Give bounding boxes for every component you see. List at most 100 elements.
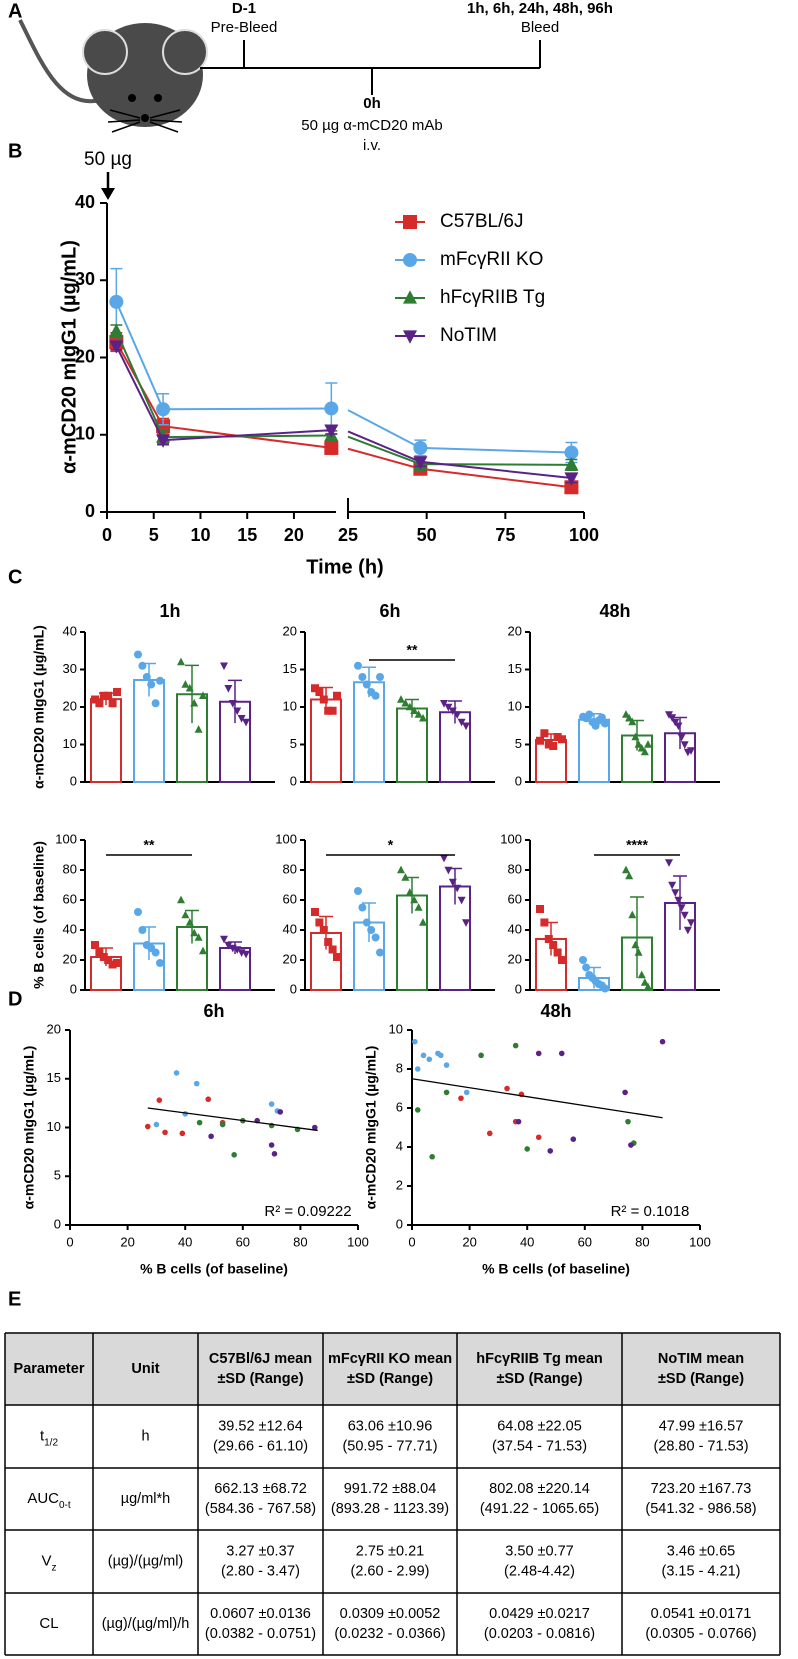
marker bbox=[328, 706, 337, 715]
table-cell: (28.80 - 71.53) bbox=[653, 1438, 748, 1454]
point bbox=[558, 1050, 565, 1057]
table-cell: 39.52 ±12.64 bbox=[218, 1418, 303, 1434]
marker bbox=[358, 673, 367, 681]
annotation-arrow-head bbox=[101, 188, 115, 200]
marker bbox=[333, 691, 341, 700]
marker bbox=[95, 948, 104, 957]
table-cell: AUC0-t bbox=[27, 1490, 71, 1511]
x-tick-label: 20 bbox=[120, 1234, 134, 1249]
marker bbox=[622, 865, 630, 874]
marker bbox=[634, 740, 643, 748]
timeline-label: i.v. bbox=[363, 137, 381, 154]
y-tick-label: 0 bbox=[515, 981, 522, 996]
marker bbox=[156, 676, 164, 685]
marker bbox=[553, 948, 562, 957]
point bbox=[535, 1134, 542, 1141]
marker bbox=[544, 740, 553, 749]
marker bbox=[668, 881, 677, 890]
point bbox=[570, 1136, 577, 1142]
break-connector bbox=[347, 430, 421, 463]
marker bbox=[104, 691, 113, 700]
point bbox=[443, 1089, 450, 1096]
marker bbox=[558, 735, 566, 744]
bar bbox=[133, 679, 165, 783]
marker bbox=[631, 940, 640, 949]
marker bbox=[95, 699, 104, 708]
marker bbox=[147, 680, 156, 689]
marker bbox=[558, 956, 566, 964]
y-tick-label: 20 bbox=[508, 951, 522, 966]
marker bbox=[311, 684, 319, 693]
point bbox=[208, 1133, 214, 1140]
marker bbox=[315, 918, 324, 927]
y-tick-label: 40 bbox=[75, 192, 95, 212]
marker bbox=[640, 978, 649, 986]
marker bbox=[199, 691, 207, 699]
y-tick-label: 60 bbox=[283, 891, 297, 906]
point bbox=[196, 1119, 203, 1126]
table-header-cell: Parameter bbox=[14, 1361, 85, 1377]
break-connector bbox=[347, 447, 421, 470]
point bbox=[277, 1109, 284, 1115]
y-tick-label: 15 bbox=[283, 661, 297, 676]
x-tick-label: 5 bbox=[149, 525, 159, 545]
marker bbox=[419, 918, 427, 926]
marker bbox=[397, 695, 405, 703]
marker bbox=[242, 718, 250, 727]
marker bbox=[414, 710, 423, 718]
y-tick-label: 5 bbox=[54, 1168, 61, 1183]
cell-text: AUC bbox=[27, 1490, 59, 1507]
marker bbox=[109, 323, 124, 337]
y-tick-label: 20 bbox=[508, 623, 522, 638]
marker bbox=[564, 472, 579, 486]
table-cell: CL bbox=[39, 1615, 58, 1632]
marker bbox=[536, 905, 544, 913]
table-header-cell: ±SD (Range) bbox=[347, 1371, 433, 1387]
point bbox=[414, 1066, 421, 1072]
y-tick-label: 20 bbox=[47, 1021, 61, 1036]
y-tick-label: 4 bbox=[396, 1138, 403, 1153]
significance-label: ** bbox=[407, 642, 418, 658]
marker bbox=[113, 688, 121, 696]
marker bbox=[228, 700, 237, 708]
point bbox=[429, 1153, 435, 1160]
marker bbox=[99, 953, 108, 961]
marker bbox=[142, 673, 151, 681]
table-cell: 723.20 ±167.73 bbox=[651, 1481, 752, 1497]
table-cell: 3.27 ±0.37 bbox=[226, 1543, 294, 1559]
timeline-label: 1h, 6h, 24h, 48h, 96h bbox=[467, 0, 613, 17]
point bbox=[524, 1146, 530, 1152]
legend-marker bbox=[403, 330, 417, 344]
y-tick-label: 20 bbox=[283, 951, 297, 966]
y-axis-title: α-mCD20 mIgG1 (µg/mL) bbox=[58, 240, 80, 474]
marker bbox=[544, 935, 553, 943]
marker bbox=[448, 707, 457, 716]
point bbox=[162, 1129, 168, 1136]
marker bbox=[333, 953, 341, 961]
x-tick-label: 75 bbox=[495, 525, 515, 545]
marker bbox=[631, 732, 640, 741]
marker bbox=[637, 743, 646, 752]
marker bbox=[671, 889, 680, 897]
marker bbox=[104, 956, 113, 964]
marker bbox=[453, 884, 462, 893]
marker bbox=[397, 865, 405, 874]
break-connector bbox=[347, 409, 421, 449]
fit-line bbox=[411, 1078, 663, 1119]
cell-text: V bbox=[41, 1552, 51, 1569]
marker bbox=[549, 742, 558, 750]
marker bbox=[376, 673, 384, 681]
y-tick-label: 20 bbox=[283, 623, 297, 638]
point bbox=[414, 1107, 421, 1113]
y-tick-label: 40 bbox=[508, 921, 522, 936]
marker bbox=[362, 680, 371, 689]
point bbox=[622, 1089, 628, 1096]
marker bbox=[324, 401, 339, 416]
table-cell: 0.0541 ±0.0171 bbox=[651, 1606, 752, 1622]
panel-label: D bbox=[8, 988, 22, 1010]
table-cell: (541.32 - 986.58) bbox=[645, 1501, 756, 1517]
y-axis-title: α-mCD20 mIgG1 (µg/mL) bbox=[21, 1046, 37, 1210]
point bbox=[193, 1080, 200, 1087]
significance-label: **** bbox=[626, 837, 648, 853]
